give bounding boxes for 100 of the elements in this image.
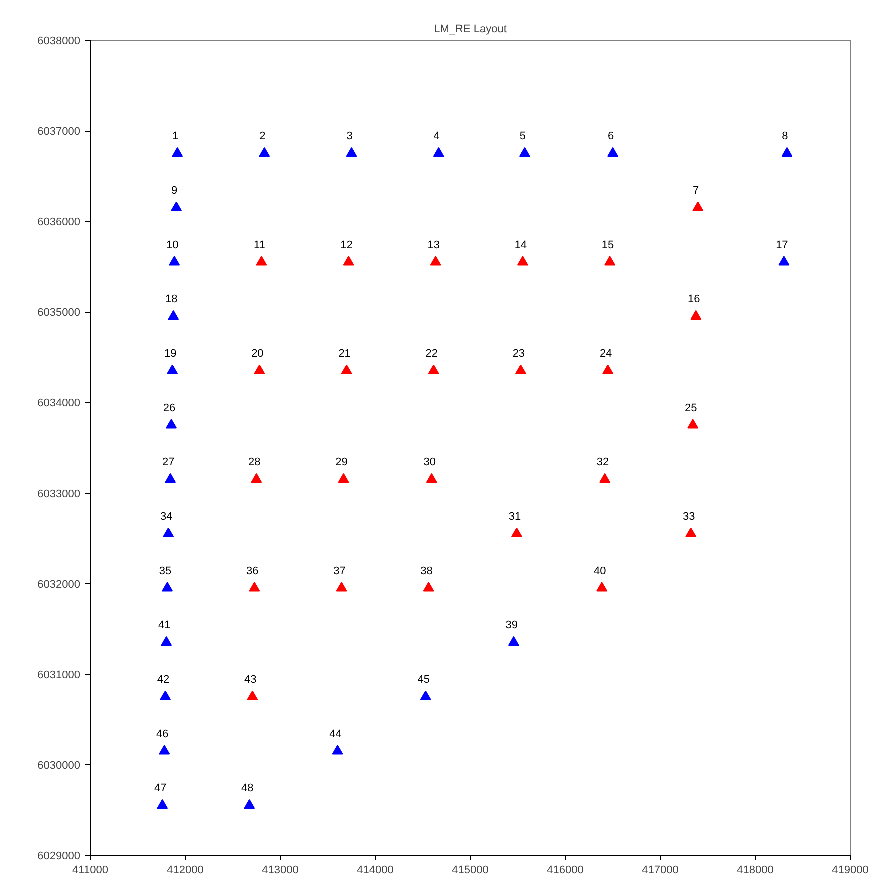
point xyxy=(168,310,180,320)
point xyxy=(596,582,608,592)
annotation: 35 xyxy=(159,565,172,578)
x-tick-label: 413000 xyxy=(262,864,299,876)
y-tick-label: 6033000 xyxy=(38,488,81,500)
point xyxy=(426,473,438,484)
annotation: 46 xyxy=(156,728,169,740)
annotation: 39 xyxy=(506,620,518,632)
annotation: 13 xyxy=(428,239,440,252)
annotation: 31 xyxy=(508,511,522,524)
annotation: 6 xyxy=(608,130,614,143)
point xyxy=(341,364,352,374)
annotation: 48 xyxy=(242,782,254,795)
point xyxy=(690,310,702,320)
annotation: 14 xyxy=(514,239,528,252)
x-tick-label: 412000 xyxy=(167,864,204,876)
point xyxy=(256,256,268,266)
annotation: 22 xyxy=(426,348,438,360)
annotation: 17 xyxy=(776,239,788,252)
annotation: 23 xyxy=(512,348,526,360)
x-tick-label: 418000 xyxy=(737,864,774,876)
point xyxy=(778,256,790,266)
point xyxy=(519,147,530,158)
point xyxy=(169,256,180,266)
annotation: 27 xyxy=(162,456,175,469)
annotation: 47 xyxy=(154,782,167,795)
annotation: 40 xyxy=(594,565,606,578)
x-tick-label: 411000 xyxy=(72,864,108,876)
annotation: 43 xyxy=(244,674,257,686)
x-tick-label: 419000 xyxy=(832,864,869,876)
point xyxy=(332,745,344,755)
point xyxy=(338,473,350,484)
y-tick-label: 6038000 xyxy=(38,36,81,48)
point xyxy=(508,636,520,646)
point xyxy=(166,419,178,429)
annotation: 9 xyxy=(172,185,178,198)
point xyxy=(346,147,358,158)
annotation: 37 xyxy=(334,565,346,578)
annotation: 29 xyxy=(336,456,348,469)
point xyxy=(423,582,434,592)
annotation: 16 xyxy=(688,294,700,306)
y-tick-label: 6034000 xyxy=(38,398,81,410)
point xyxy=(428,364,440,374)
point xyxy=(159,745,170,755)
point xyxy=(686,528,697,538)
point xyxy=(420,690,432,700)
annotation: 34 xyxy=(160,511,173,524)
y-tick-label: 6036000 xyxy=(38,216,81,229)
annotation: 44 xyxy=(330,728,342,740)
point xyxy=(157,799,168,810)
point xyxy=(336,582,348,592)
annotation: 32 xyxy=(596,456,610,469)
annotation: 30 xyxy=(424,456,436,469)
point xyxy=(688,419,699,429)
point xyxy=(249,582,260,592)
annotation: 8 xyxy=(782,130,788,143)
annotation: 7 xyxy=(693,185,700,198)
y-tick-label: 6032000 xyxy=(38,578,81,591)
y-tick-label: 6037000 xyxy=(38,126,81,138)
point xyxy=(251,473,262,484)
annotation: 42 xyxy=(157,674,170,686)
point xyxy=(515,364,526,374)
point xyxy=(161,636,172,646)
point xyxy=(343,256,354,266)
y-tick-label: 6031000 xyxy=(38,669,81,682)
annotation: 12 xyxy=(340,239,353,252)
point xyxy=(782,147,793,158)
y-tick-label: 6029000 xyxy=(38,850,81,862)
annotation: 5 xyxy=(520,130,526,143)
annotation: 20 xyxy=(252,348,264,360)
annotation: 1 xyxy=(172,130,179,143)
annotation: 3 xyxy=(346,130,353,143)
annotation: 25 xyxy=(684,402,698,414)
point xyxy=(608,147,618,158)
x-tick-label: 417000 xyxy=(642,864,679,876)
annotation: 24 xyxy=(600,348,612,360)
x-tick-label: 415000 xyxy=(452,864,489,876)
point xyxy=(254,364,266,374)
annotation: 18 xyxy=(166,294,178,306)
x-tick-label: 416000 xyxy=(547,864,584,876)
y-tick-label: 6035000 xyxy=(38,307,81,320)
point xyxy=(171,202,182,212)
point xyxy=(692,202,704,212)
x-tick-label: 414000 xyxy=(357,864,394,876)
point xyxy=(259,147,270,158)
chart-title: LM_RE Layout xyxy=(434,24,507,36)
point xyxy=(160,690,172,700)
point xyxy=(172,147,184,158)
point xyxy=(511,528,522,538)
point xyxy=(433,147,444,158)
annotation: 21 xyxy=(338,348,351,360)
point xyxy=(244,799,256,810)
annotation: 45 xyxy=(418,674,430,686)
annotation: 41 xyxy=(158,620,171,632)
point xyxy=(163,528,174,538)
point xyxy=(604,256,616,266)
point xyxy=(517,256,528,266)
annotation: 2 xyxy=(260,130,266,143)
y-tick-label: 6030000 xyxy=(38,760,81,772)
annotation: 26 xyxy=(163,402,176,414)
